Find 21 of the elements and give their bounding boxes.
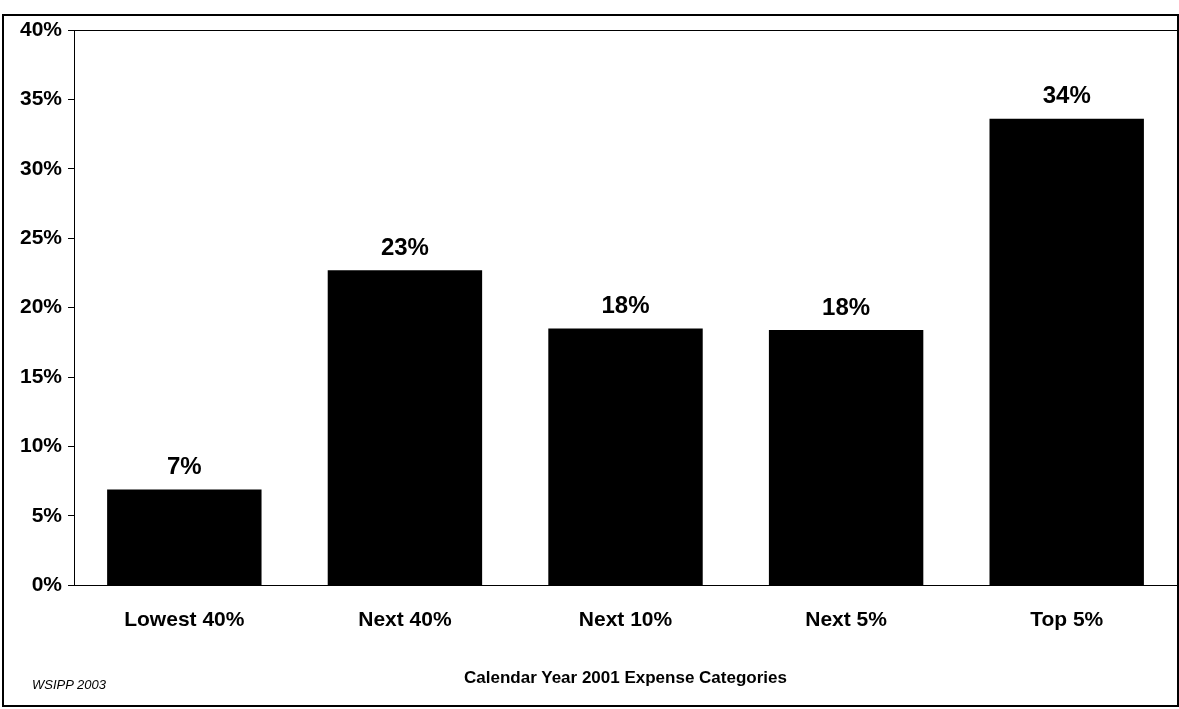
x-tick-label: Next 10% xyxy=(578,606,673,630)
y-tick-label: 25% xyxy=(20,225,63,249)
text: WSIPP 2003 xyxy=(32,677,106,692)
y-tick-label: 30% xyxy=(20,155,63,179)
data-label: 23% xyxy=(380,232,429,260)
y-tick-label: 40% xyxy=(20,16,63,40)
x-tick-label: Top 5% xyxy=(1030,606,1104,630)
x-axis-title: Calendar Year 2001 Expense Categories xyxy=(464,668,787,688)
y-tick-label: 35% xyxy=(20,86,63,110)
y-tick-label: 20% xyxy=(20,294,63,318)
data-label: 18% xyxy=(601,291,650,319)
y-tick-label: 0% xyxy=(31,572,63,596)
data-label: 34% xyxy=(1042,81,1091,109)
data-label: 18% xyxy=(822,292,871,320)
y-tick-label: 5% xyxy=(31,502,63,526)
y-tick-label: 15% xyxy=(20,363,63,387)
y-tick-label: 10% xyxy=(20,433,63,457)
data-label: 7% xyxy=(166,452,202,480)
x-tick-label: Next 5% xyxy=(805,606,888,630)
x-tick-label: Lowest 40% xyxy=(124,606,245,630)
x-tick-label: Next 40% xyxy=(358,606,452,630)
